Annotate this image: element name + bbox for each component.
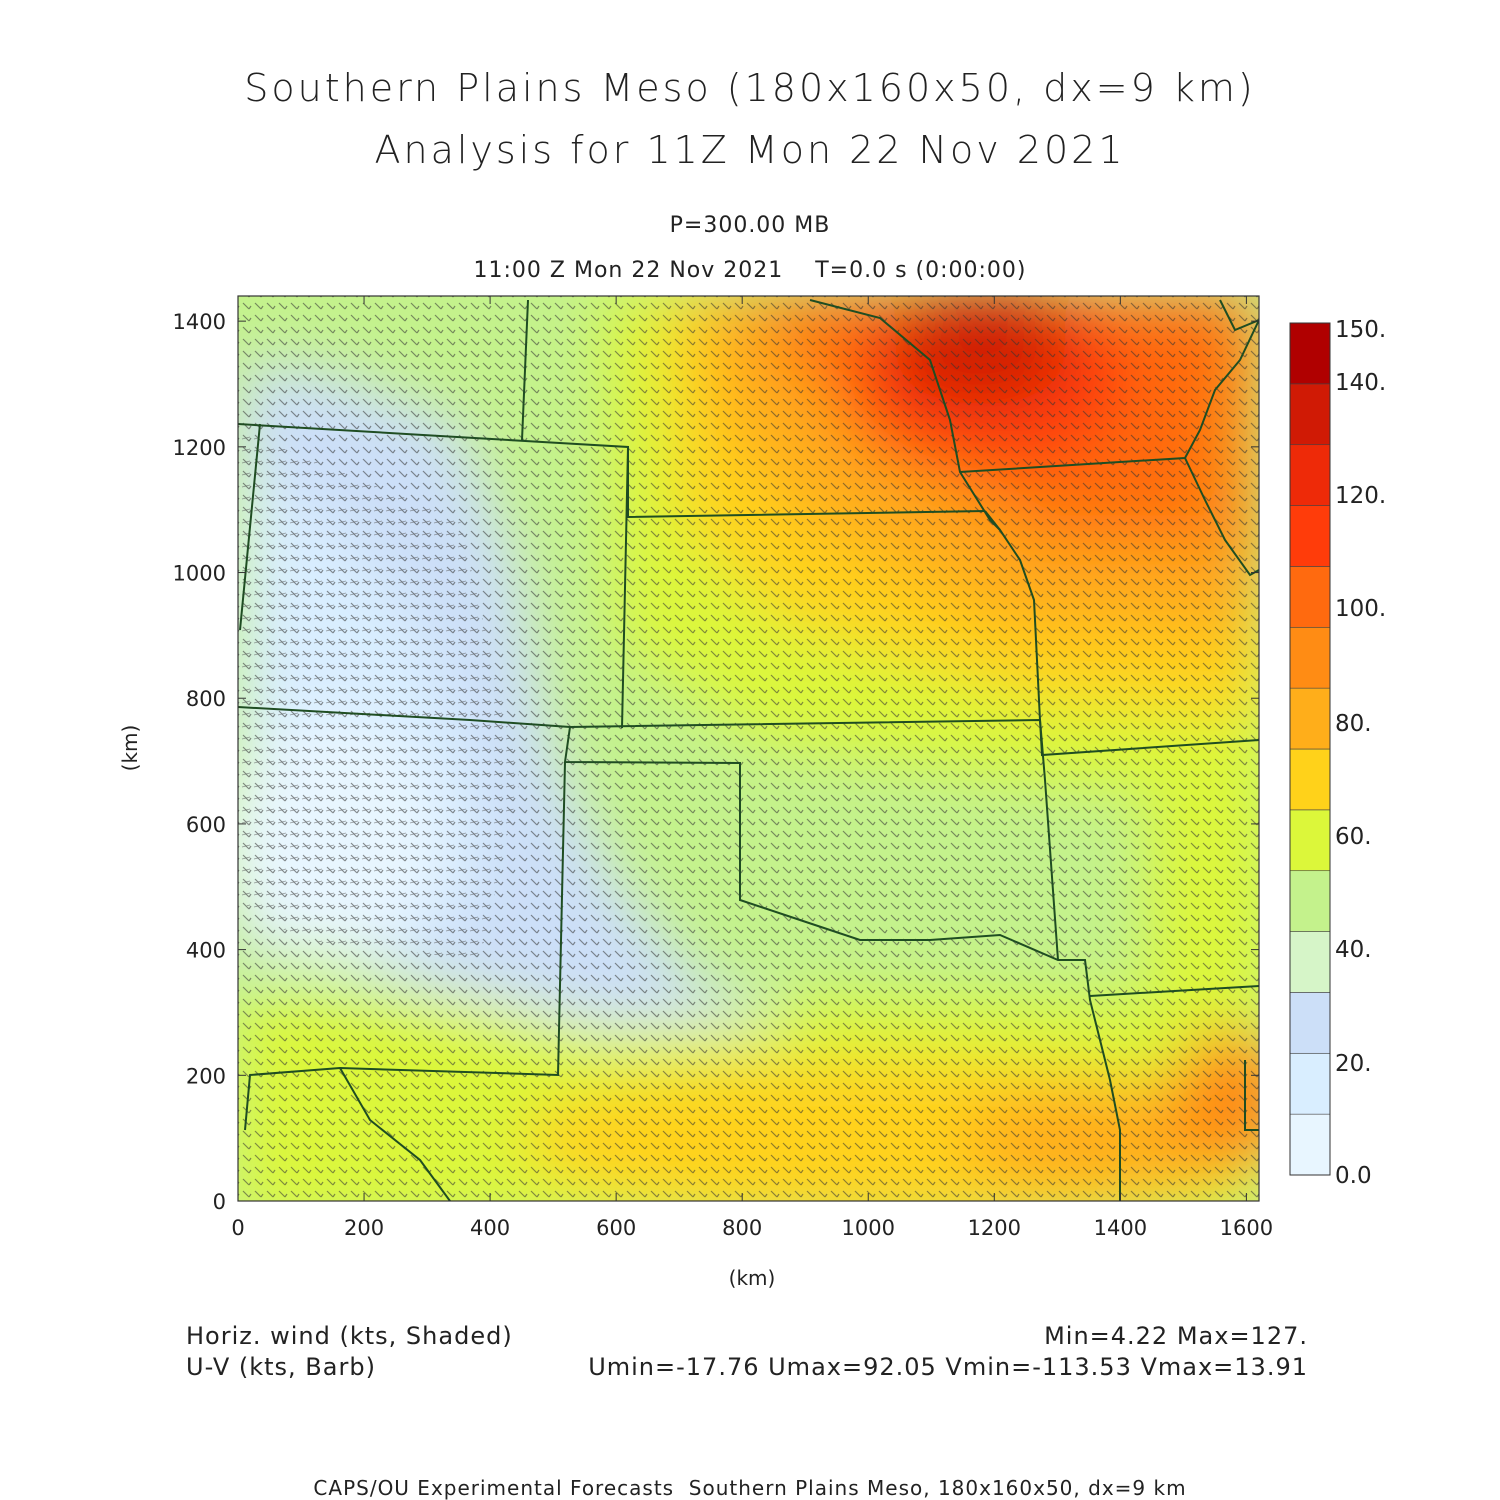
plot-frame <box>237 295 1260 1202</box>
x-tick-label: 1400 <box>1094 1216 1147 1240</box>
colorbar-label: 150. <box>1335 317 1386 343</box>
x-tick-label: 600 <box>596 1216 636 1240</box>
colorbar-label: 0.0 <box>1335 1163 1372 1189</box>
y-tick-label: 0 <box>213 1190 226 1214</box>
x-tick-label: 1000 <box>842 1216 895 1240</box>
y-tick-label: 1400 <box>173 310 226 334</box>
wind-barbs <box>238 296 1259 1201</box>
y-tick-label: 400 <box>186 939 226 963</box>
colorbar-label: 40. <box>1335 937 1372 963</box>
x-tick-label: 200 <box>344 1216 384 1240</box>
y-tick-label: 200 <box>186 1064 226 1088</box>
min-max-stats: Min=4.22 Max=127. <box>1044 1322 1308 1350</box>
y-axis-label: (km) <box>118 725 142 772</box>
x-tick-label: 1600 <box>1220 1216 1273 1240</box>
colorbar-swatch <box>1289 931 1331 993</box>
colorbar-swatch <box>1289 870 1331 932</box>
uv-component-stats: Umin=-17.76 Umax=92.05 Vmin=-113.53 Vmax… <box>588 1353 1308 1381</box>
shaded-field-label: Horiz. wind (kts, Shaded) <box>186 1322 513 1350</box>
x-tick-label: 1200 <box>968 1216 1021 1240</box>
y-tick-label: 1200 <box>173 436 226 460</box>
colorbar-label: 60. <box>1335 824 1372 850</box>
x-tick-label: 800 <box>722 1216 762 1240</box>
colorbar-swatch <box>1289 566 1331 628</box>
y-tick-label: 600 <box>186 813 226 837</box>
valid-time-label: 11:00 Z Mon 22 Nov 2021 T=0.0 s (0:00:00… <box>473 258 1027 283</box>
y-axis: 0 200 400 600 800 1000 1200 1400 <box>173 310 1259 1214</box>
colorbar-label: 100. <box>1335 596 1386 622</box>
colorbar-swatch <box>1289 444 1331 506</box>
y-tick-label: 1000 <box>173 562 226 586</box>
colorbar-swatch <box>1289 626 1331 689</box>
x-tick-label: 400 <box>470 1216 510 1240</box>
x-axis: 0 200 400 600 800 1000 1200 1400 1600 <box>231 296 1273 1240</box>
plot-title-line1: Southern Plains Meso (180x160x50, dx=9 k… <box>244 66 1256 110</box>
barb-field-label: U-V (kts, Barb) <box>186 1353 376 1381</box>
colorbar-label: 120. <box>1335 483 1386 509</box>
colorbar: 0.0 20. 40. 60. 80. 100. 120. 140. 150. <box>1289 317 1386 1189</box>
colorbar-swatch <box>1289 505 1331 567</box>
colorbar-swatch <box>1289 383 1331 446</box>
plot-title-line2: Analysis for 11Z Mon 22 Nov 2021 <box>374 128 1126 172</box>
colorbar-swatch <box>1289 809 1331 872</box>
colorbar-swatch <box>1289 748 1331 811</box>
colorbar-swatch <box>1289 1052 1331 1115</box>
colorbar-swatch <box>1289 322 1331 385</box>
colorbar-label: 140. <box>1335 370 1386 396</box>
x-tick-label: 0 <box>231 1216 244 1240</box>
y-tick-label: 800 <box>186 687 226 711</box>
state-boundaries <box>238 299 1259 1201</box>
pressure-level-label: P=300.00 MB <box>669 213 831 238</box>
colorbar-frame <box>1289 322 1331 1176</box>
x-axis-label: (km) <box>729 1266 776 1290</box>
colorbar-swatch <box>1289 1113 1331 1176</box>
footer-credit: CAPS/OU Experimental Forecasts Southern … <box>313 1476 1187 1500</box>
colorbar-label: 80. <box>1335 711 1372 737</box>
colorbar-label: 20. <box>1335 1051 1372 1077</box>
colorbar-swatch <box>1289 687 1331 750</box>
colorbar-swatch <box>1289 992 1331 1054</box>
